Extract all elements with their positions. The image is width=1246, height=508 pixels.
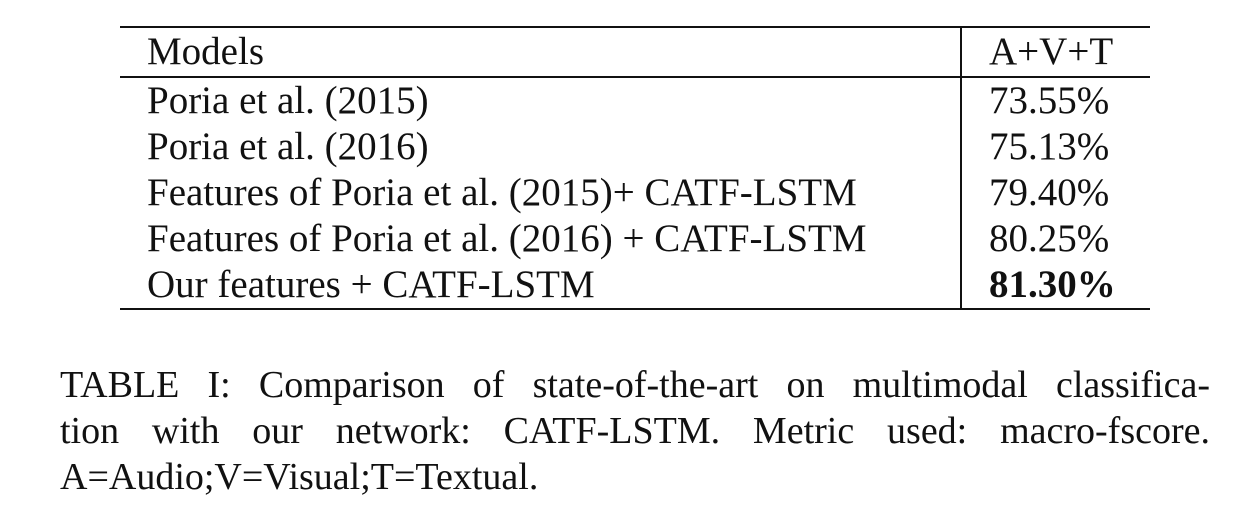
model-cell: Features of Poria et al. (2016) + CATF-L… <box>120 216 962 262</box>
results-table: Models A+V+T Poria et al. (2015) 73.55% … <box>120 26 1150 310</box>
score-cell: 79.40% <box>989 171 1110 214</box>
caption-line-3: A=Audio;V=Visual;T=Textual. <box>60 456 539 498</box>
score-cell: 75.13% <box>989 125 1110 168</box>
table-caption: TABLE I: Comparison of state-of-the-art … <box>60 362 1210 500</box>
header-avt: A+V+T <box>989 30 1114 73</box>
model-cell: Poria et al. (2015) <box>120 77 962 124</box>
best-score-cell: 81.30% <box>989 263 1116 306</box>
table-row: Our features + CATF-LSTM 81.30% <box>120 262 1150 309</box>
score-cell: 73.55% <box>989 79 1110 122</box>
model-cell: Poria et al. (2016) <box>120 124 962 170</box>
table-row: Features of Poria et al. (2016) + CATF-L… <box>120 216 1150 262</box>
score-cell: 80.25% <box>989 217 1110 260</box>
model-cell: Our features + CATF-LSTM <box>120 262 962 309</box>
caption-line-1: TABLE I: Comparison of state-of-the-art … <box>60 364 1210 406</box>
caption-line-2: tion with our network: CATF-LSTM. Metric… <box>60 410 1210 452</box>
table-row: Poria et al. (2016) 75.13% <box>120 124 1150 170</box>
model-cell: Features of Poria et al. (2015)+ CATF-LS… <box>120 170 962 216</box>
results-table-container: Models A+V+T Poria et al. (2015) 73.55% … <box>120 26 1150 310</box>
table-row: Poria et al. (2015) 73.55% <box>120 77 1150 124</box>
table-row: Features of Poria et al. (2015)+ CATF-LS… <box>120 170 1150 216</box>
table-header-row: Models A+V+T <box>120 27 1150 77</box>
header-models: Models <box>120 27 962 77</box>
